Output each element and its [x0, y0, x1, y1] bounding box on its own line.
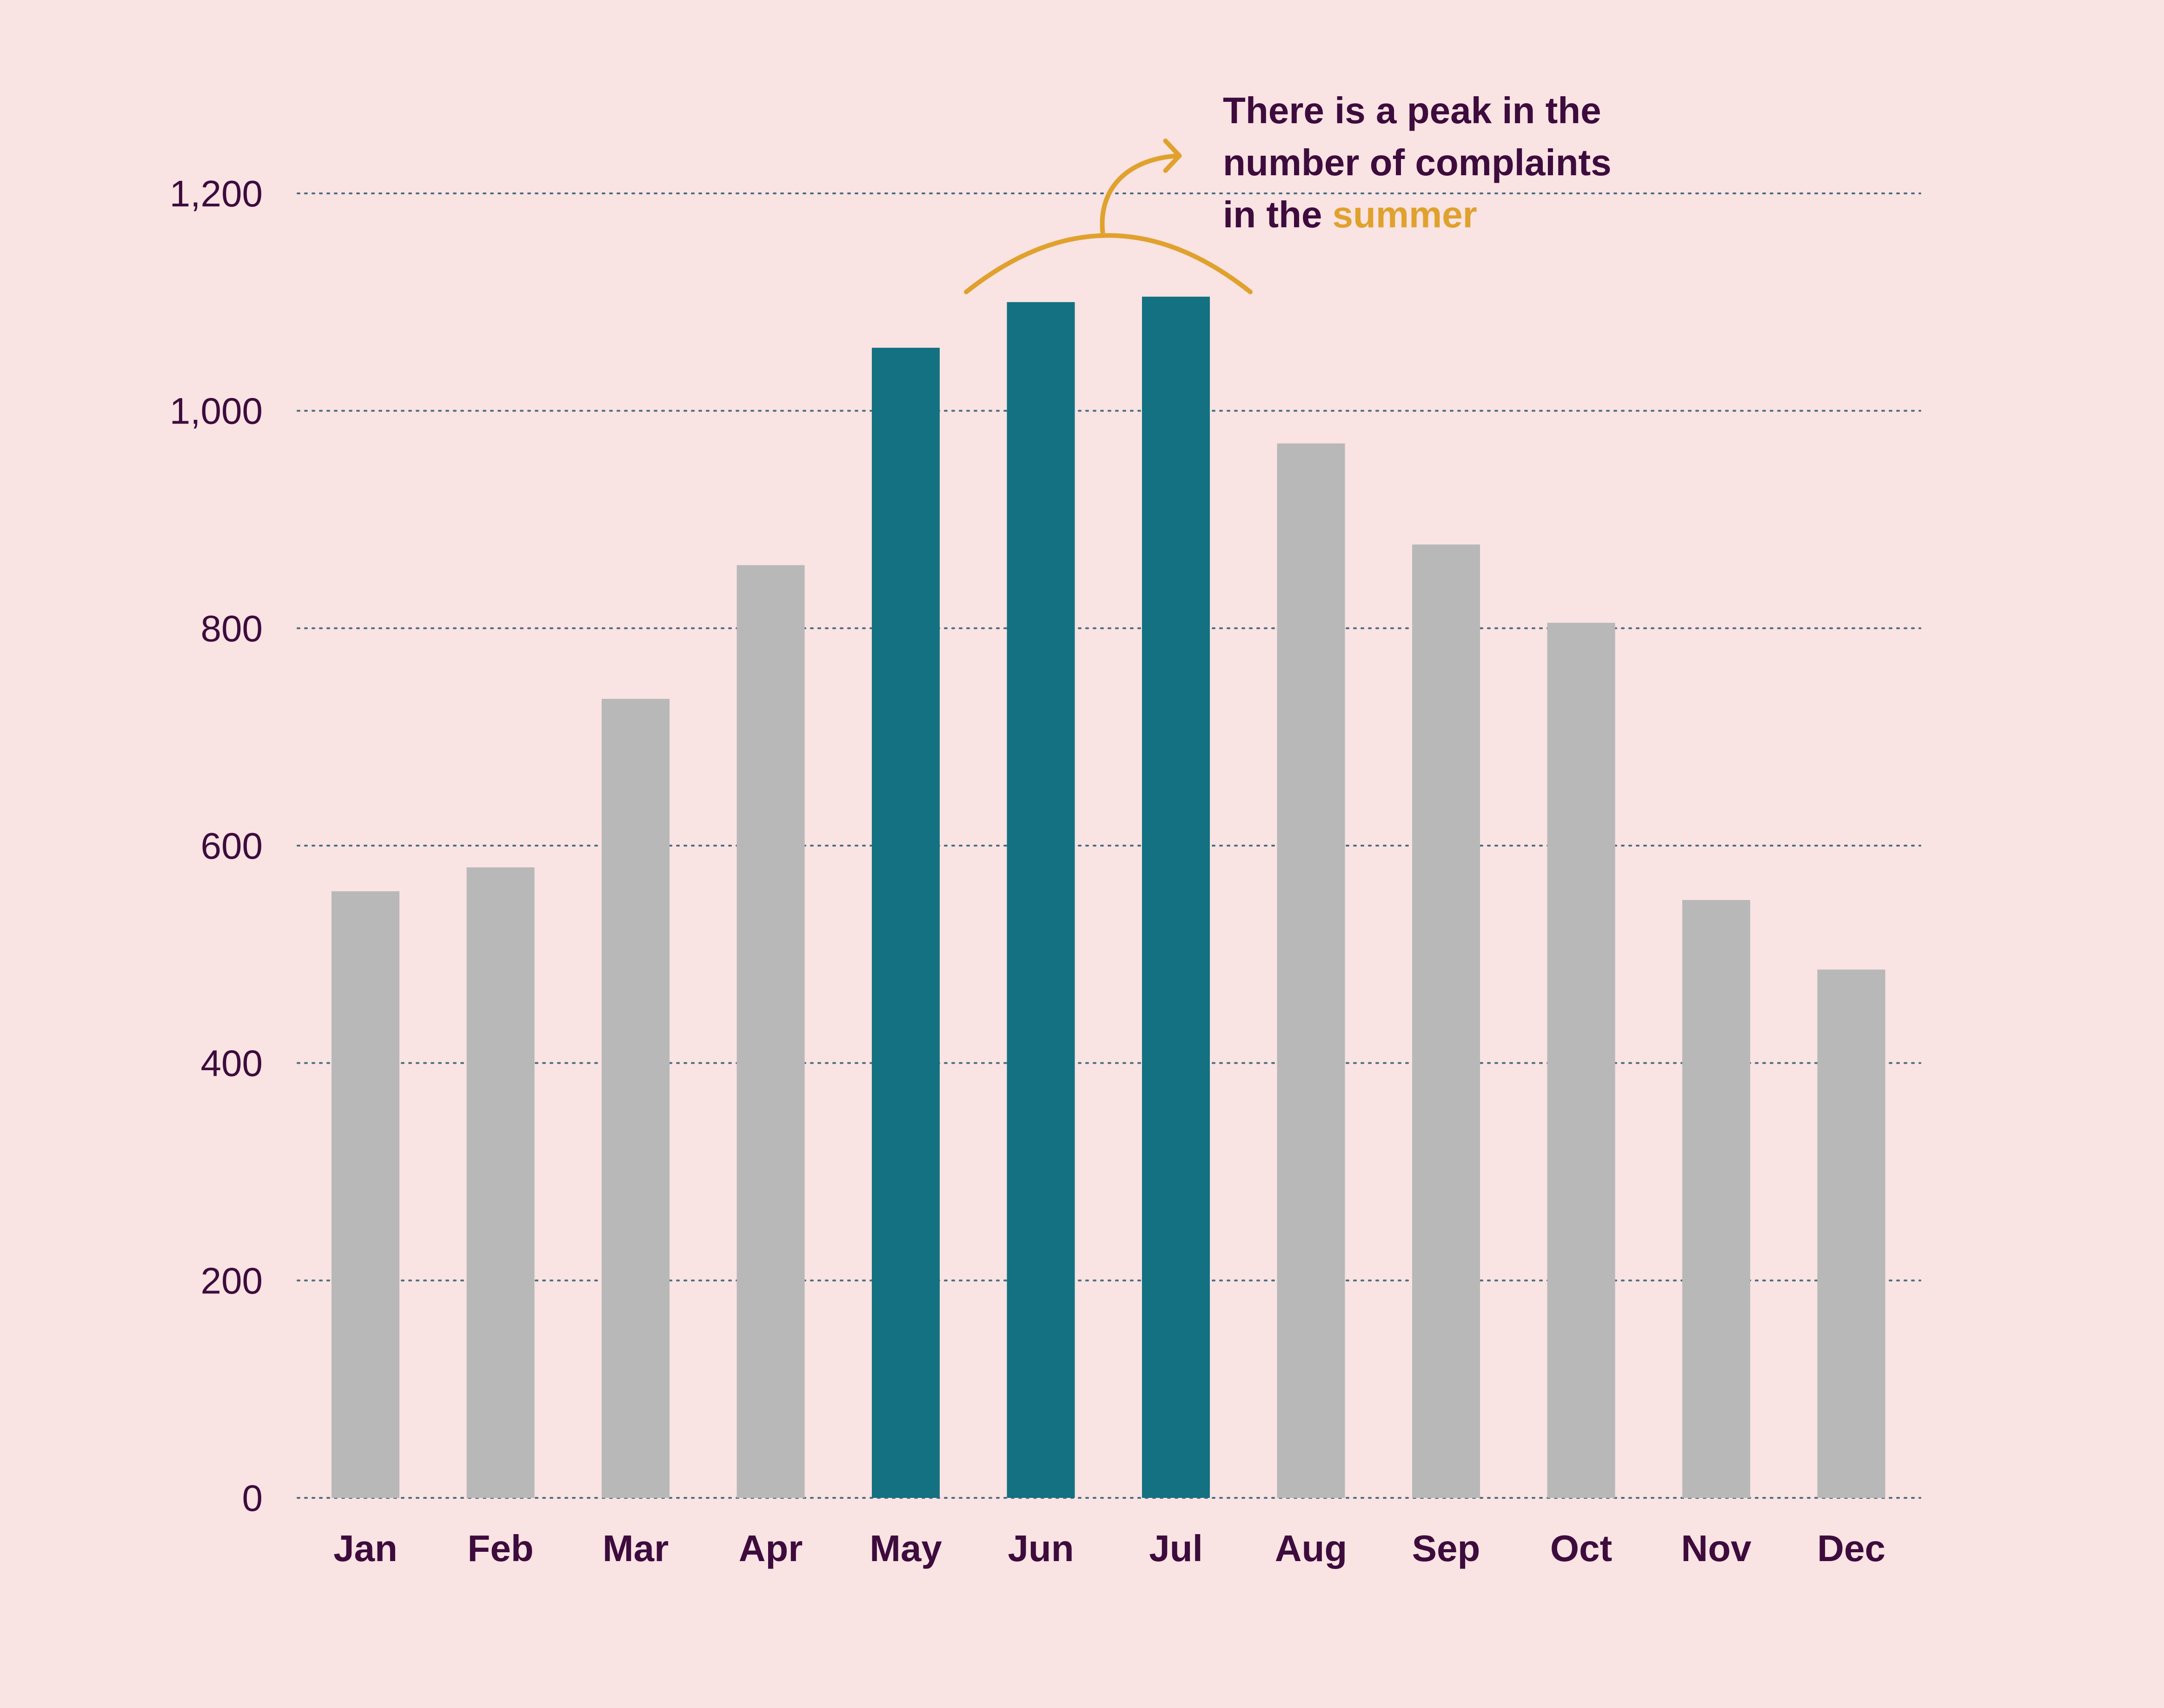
bar-may — [872, 348, 940, 1498]
y-tick-label: 600 — [201, 825, 263, 867]
summer-bracket-arc — [964, 233, 1253, 294]
y-tick-label: 200 — [201, 1260, 263, 1301]
bar-sep — [1412, 544, 1480, 1498]
annotation-arrow-head-icon — [1163, 139, 1182, 173]
y-tick-label: 0 — [242, 1477, 263, 1519]
x-tick-label-aug: Aug — [1275, 1528, 1348, 1569]
bar-oct — [1547, 622, 1615, 1498]
y-axis-tick-labels: 0 200 400 600 800 1,000 1,200 — [170, 173, 263, 1519]
x-tick-label-dec: Dec — [1817, 1528, 1885, 1569]
x-axis-category-labels: Jan Feb Mar Apr May Jun Jul Aug Sep Oct Nov Dec — [333, 1528, 1885, 1569]
x-tick-label-apr: Apr — [739, 1528, 803, 1569]
bar-aug — [1277, 443, 1345, 1498]
bar-feb — [466, 867, 535, 1498]
x-tick-label-jun: Jun — [1008, 1528, 1074, 1569]
bar-jan — [332, 891, 399, 1498]
bar-nov — [1682, 900, 1750, 1498]
x-tick-label-nov: Nov — [1681, 1528, 1752, 1569]
annotation-line-1: There is a peak in the — [1223, 90, 1601, 131]
bar-dec — [1817, 969, 1885, 1498]
bar-jul — [1142, 297, 1210, 1498]
x-tick-label-sep: Sep — [1412, 1528, 1480, 1569]
y-tick-label: 400 — [201, 1043, 263, 1084]
annotation-arrow-stem — [1100, 153, 1182, 235]
annotation-line-3: in the summer — [1223, 194, 1477, 235]
bar-jun — [1007, 302, 1075, 1498]
grid-lines — [297, 192, 1921, 1499]
bar-apr — [737, 565, 805, 1498]
y-tick-label: 800 — [201, 608, 263, 649]
bars — [332, 297, 1885, 1498]
peak-annotation: There is a peak in the number of complai… — [964, 90, 1612, 294]
x-tick-label-jan: Jan — [333, 1528, 398, 1569]
x-tick-label-jul: Jul — [1149, 1528, 1203, 1569]
annotation-line-2: number of complaints — [1223, 142, 1612, 183]
x-tick-label-mar: Mar — [603, 1528, 669, 1569]
x-tick-label-feb: Feb — [467, 1528, 533, 1569]
x-tick-label-may: May — [870, 1528, 942, 1569]
x-tick-label-oct: Oct — [1550, 1528, 1612, 1569]
bar-mar — [602, 699, 670, 1498]
y-tick-label: 1,200 — [170, 173, 263, 214]
y-tick-label: 1,000 — [170, 391, 263, 432]
annotation-highlight-summer: summer — [1333, 194, 1477, 235]
